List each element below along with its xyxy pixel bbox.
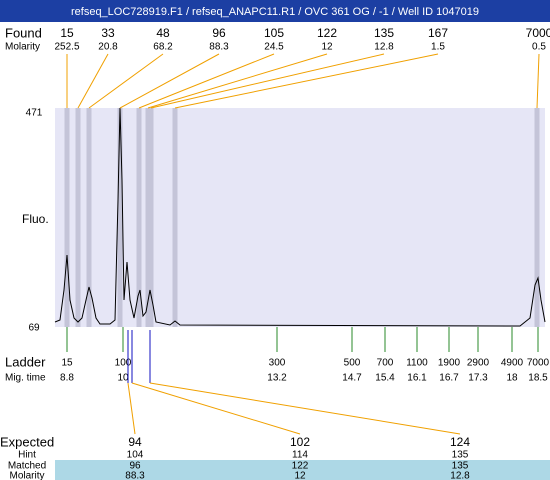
peak-band (117, 108, 123, 327)
ladder-value: 7000 (527, 358, 550, 369)
found-value: 96 (212, 26, 226, 40)
expected-label: Expected (0, 434, 54, 449)
peak-connector (147, 53, 328, 109)
peak-connector (150, 53, 385, 109)
peak-band (64, 108, 70, 327)
matched-value: 122 (292, 461, 309, 472)
ladder-value: 15 (61, 358, 73, 369)
mig-time-value: 14.7 (342, 373, 362, 384)
mig-time-value: 10 (117, 373, 129, 384)
mig-time-value: 8.8 (60, 373, 74, 384)
matched-value: 96 (129, 461, 141, 472)
peak-band (145, 108, 151, 327)
molarity-value: 252.5 (54, 42, 79, 53)
ladder-value: 700 (377, 358, 394, 369)
mig-time-value: 18.5 (528, 373, 548, 384)
molarity-value: 1.5 (431, 42, 445, 53)
title: refseq_LOC728919.F1 / refseq_ANAPC11.R1 … (71, 6, 479, 18)
molarity-value: 0.5 (532, 42, 546, 53)
peak-band (75, 108, 81, 327)
matched-molarity-value: 12.8 (450, 471, 470, 480)
found-value: 7000 (526, 26, 550, 40)
title-bar (0, 0, 550, 22)
y-label: Fluo. (22, 212, 49, 226)
ladder-value: 2900 (467, 358, 490, 369)
ladder-value: 1900 (438, 358, 461, 369)
found-value: 122 (317, 26, 337, 40)
mig-time-value: 13.2 (267, 373, 287, 384)
mig-time-value: 17.3 (468, 373, 488, 384)
molarity-value: 88.3 (209, 42, 229, 53)
peak-band (86, 108, 92, 327)
peak-connector (119, 53, 220, 109)
ladder-value: 300 (269, 358, 286, 369)
matched-label: Matched (8, 461, 46, 472)
peak-connector (138, 53, 275, 109)
expected-connector (127, 382, 136, 435)
peak-band (136, 108, 142, 327)
molarity-value: 20.8 (98, 42, 118, 53)
ladder-value: 100 (115, 358, 132, 369)
mig-time-value: 15.4 (375, 373, 395, 384)
hint-label: Hint (18, 450, 36, 461)
molarity-label: Molarity (5, 42, 40, 53)
peak-band (172, 108, 178, 327)
hint-value: 114 (292, 450, 308, 461)
found-label: Found (5, 25, 42, 40)
ladder-value: 4900 (501, 358, 524, 369)
y-top: 471 (26, 108, 43, 119)
expected-value: 94 (128, 435, 142, 449)
mig-time-value: 18 (506, 373, 518, 384)
plot-area (55, 108, 545, 327)
peak-connector (536, 53, 540, 109)
found-value: 105 (264, 26, 284, 40)
matched-value: 135 (452, 461, 469, 472)
matched-molarity-label: Molarity (9, 471, 44, 480)
hint-value: 104 (127, 450, 144, 461)
matched-molarity-value: 88.3 (125, 471, 145, 480)
matched-band (55, 460, 550, 480)
peak-connector (77, 53, 109, 109)
peak-connector (88, 53, 164, 109)
peak-band (534, 108, 540, 327)
hint-value: 135 (452, 450, 469, 461)
found-value: 15 (60, 26, 74, 40)
expected-connector (149, 382, 461, 435)
matched-molarity-value: 12 (294, 471, 306, 480)
molarity-value: 12.8 (374, 42, 394, 53)
molarity-value: 12 (321, 42, 333, 53)
found-value: 167 (428, 26, 448, 40)
mig-time-value: 16.7 (439, 373, 459, 384)
mig-time-label: Mig. time (5, 373, 46, 384)
molarity-value: 24.5 (264, 42, 284, 53)
y-bottom: 69 (28, 323, 40, 334)
expected-value: 102 (290, 435, 310, 449)
peak-connector (174, 53, 439, 109)
found-value: 135 (374, 26, 394, 40)
ladder-value: 500 (344, 358, 361, 369)
molarity-value: 68.2 (153, 42, 173, 53)
mig-time-value: 16.1 (407, 373, 427, 384)
ladder-label: Ladder (5, 354, 46, 369)
expected-value: 124 (450, 435, 470, 449)
found-value: 48 (156, 26, 170, 40)
expected-connector (131, 382, 301, 435)
peak-band (148, 108, 154, 327)
trace (54, 107, 546, 327)
found-value: 33 (101, 26, 115, 40)
ladder-value: 1100 (406, 358, 428, 369)
